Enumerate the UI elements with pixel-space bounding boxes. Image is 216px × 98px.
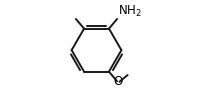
Text: NH$_2$: NH$_2$ [118,3,142,19]
Text: O: O [114,75,123,88]
